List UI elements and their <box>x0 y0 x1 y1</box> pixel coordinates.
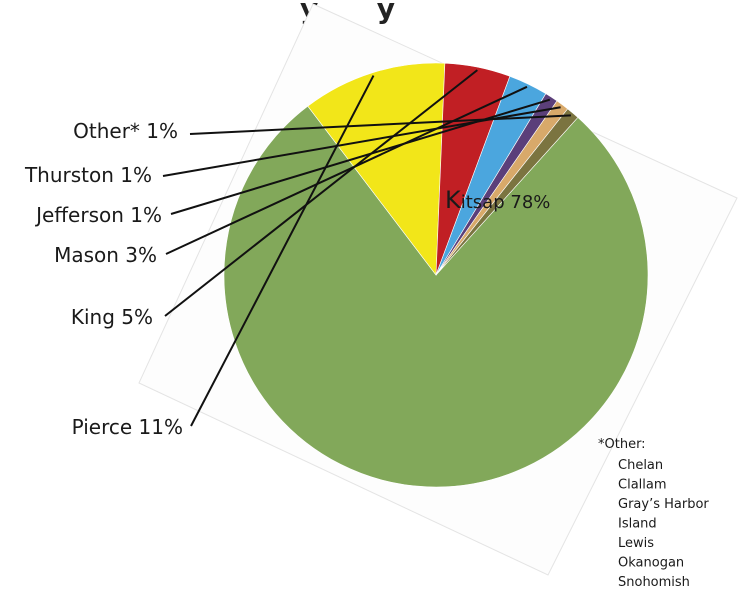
footnote-item: Gray’s Harbor <box>618 497 709 512</box>
footnote-item: Snohomish <box>618 575 690 590</box>
slice-label-other: Other* 1% <box>73 119 178 143</box>
slice-label-king: King 5% <box>71 305 153 329</box>
footnote-item: Chelan <box>618 458 663 473</box>
footnote-item: Island <box>618 517 657 532</box>
slice-label-pierce: Pierce 11% <box>72 415 183 439</box>
footnote-item: Lewis <box>618 536 654 551</box>
footnote-item: Clallam <box>618 478 667 493</box>
other-footnote: *Other: Chelan Clallam Gray’s Harbor Island L… <box>598 437 709 590</box>
slice-label-thurston: Thurston 1% <box>24 163 152 187</box>
pie-slices <box>224 63 648 487</box>
footnote-heading: *Other: <box>598 437 646 452</box>
slice-label-jefferson: Jefferson 1% <box>34 203 162 227</box>
footnote-item: Okanogan <box>618 556 684 571</box>
slice-label-mason: Mason 3% <box>54 243 157 267</box>
